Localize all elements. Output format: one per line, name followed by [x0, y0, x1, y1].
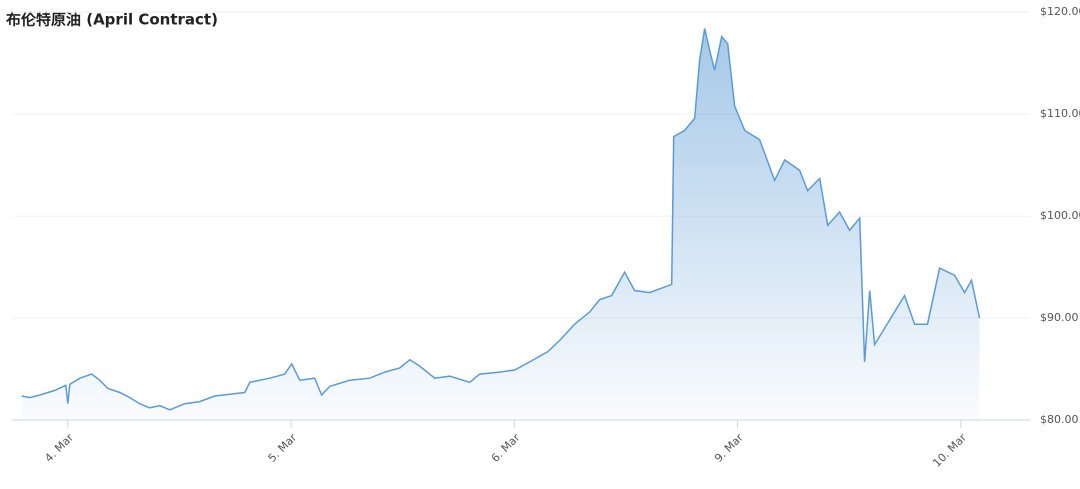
- price-line: [21, 28, 981, 411]
- y-tick-label: $80.00: [1040, 413, 1079, 426]
- area-fill: [21, 28, 980, 420]
- y-tick-label: $120.00: [1040, 5, 1080, 18]
- chart-title: 布伦特原油 (April Contract): [6, 11, 218, 29]
- y-tick-label: $110.00: [1040, 107, 1080, 120]
- x-tick-label: 9. Mar: [712, 431, 746, 465]
- x-tick-label: 10. Mar: [930, 431, 969, 470]
- x-tick-label: 5. Mar: [266, 431, 300, 465]
- y-tick-label: $100.00: [1040, 209, 1080, 222]
- y-tick-label: $90.00: [1040, 311, 1079, 324]
- x-tick-label: 6. Mar: [489, 431, 523, 465]
- x-tick-label: 4. Mar: [42, 431, 76, 465]
